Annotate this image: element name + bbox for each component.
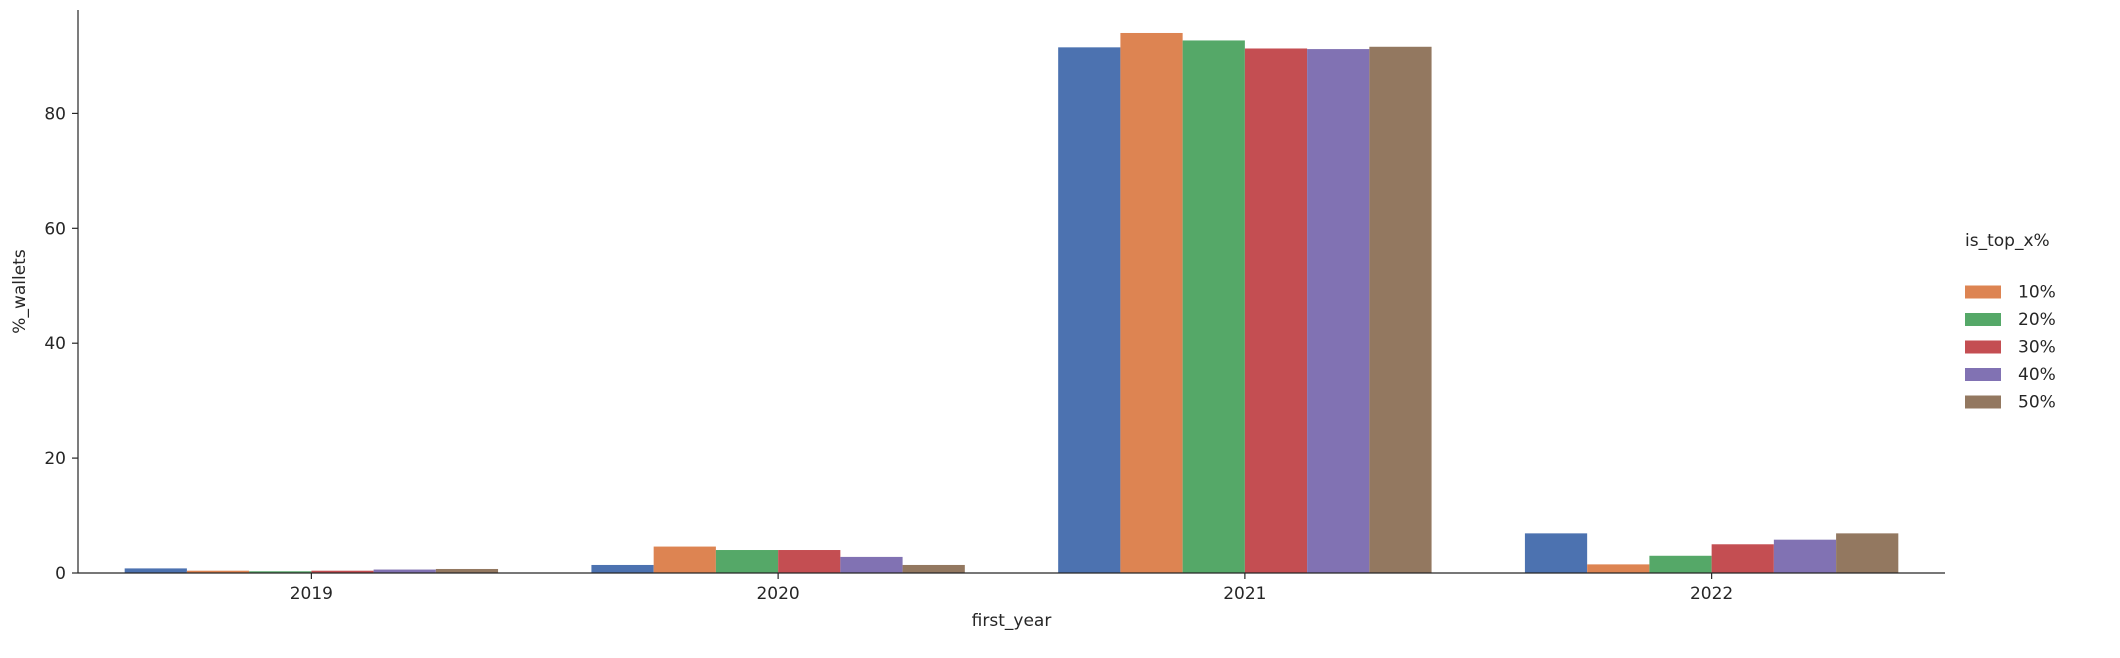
bar-2019-series-2: [249, 571, 312, 573]
bar-2021-series-5: [1369, 46, 1432, 573]
legend-entry-label: 30%: [2018, 338, 2056, 358]
bars-layer: [124, 32, 1899, 574]
bar-2020-series-3: [778, 550, 841, 573]
bar-2019-series-0: [124, 568, 187, 573]
legend-entry-label: 20%: [2018, 310, 2056, 330]
y-tick-label: 60: [44, 219, 66, 239]
axes-layer: [72, 10, 1945, 579]
bar-2021-series-4: [1307, 49, 1370, 573]
y-tick-label: 20: [44, 449, 66, 469]
x-axis-label: first_year: [972, 611, 1052, 631]
legend-entry-label: 50%: [2018, 393, 2056, 413]
bar-2021-series-2: [1182, 40, 1245, 573]
bar-2019-series-1: [186, 570, 250, 573]
bar-2020-series-4: [840, 556, 903, 573]
bar-2021-series-3: [1244, 48, 1308, 574]
y-tick-label: 40: [44, 334, 66, 354]
legend: is_top_x% 10% 20% 30% 40% 50%: [1965, 231, 2056, 413]
bar-2022-series-0: [1524, 533, 1588, 573]
x-tick-label: 2022: [1690, 584, 1733, 604]
bar-2022-series-5: [1836, 533, 1899, 573]
bar-2020-series-0: [591, 564, 654, 573]
x-tick-label: 2020: [756, 584, 799, 604]
legend-entry-label: 10%: [2018, 283, 2056, 303]
bar-2022-series-1: [1587, 564, 1650, 573]
legend-swatch: [1965, 340, 2001, 354]
y-tick-label: 80: [44, 104, 66, 124]
bar-2019-series-3: [311, 570, 374, 573]
legend-swatch: [1965, 285, 2001, 299]
legend-swatch: [1965, 395, 2001, 409]
bar-2022-series-4: [1773, 539, 1837, 573]
bar-2021-series-0: [1058, 47, 1121, 573]
legend-entry-label: 40%: [2018, 365, 2056, 385]
bar-2020-series-5: [902, 564, 965, 573]
labels-layer: 0 20 40 60 80 2019 2020 2021 2022 first_year %_wal…: [10, 104, 1733, 631]
bar-2019-series-4: [373, 569, 436, 573]
x-tick-label: 2021: [1223, 584, 1266, 604]
y-tick-label: 0: [55, 564, 66, 584]
y-axis-label: %_wallets: [10, 249, 30, 334]
bar-2022-series-2: [1649, 555, 1712, 573]
bar-2021-series-1: [1120, 32, 1183, 574]
bar-2022-series-3: [1711, 544, 1774, 573]
bar-2020-series-2: [715, 550, 779, 573]
legend-swatch: [1965, 368, 2001, 381]
legend-title: is_top_x%: [1965, 231, 2050, 251]
bar-2020-series-1: [653, 546, 716, 573]
bar-2019-series-5: [435, 568, 499, 573]
legend-swatch: [1965, 313, 2001, 326]
x-tick-label: 2019: [290, 584, 333, 604]
